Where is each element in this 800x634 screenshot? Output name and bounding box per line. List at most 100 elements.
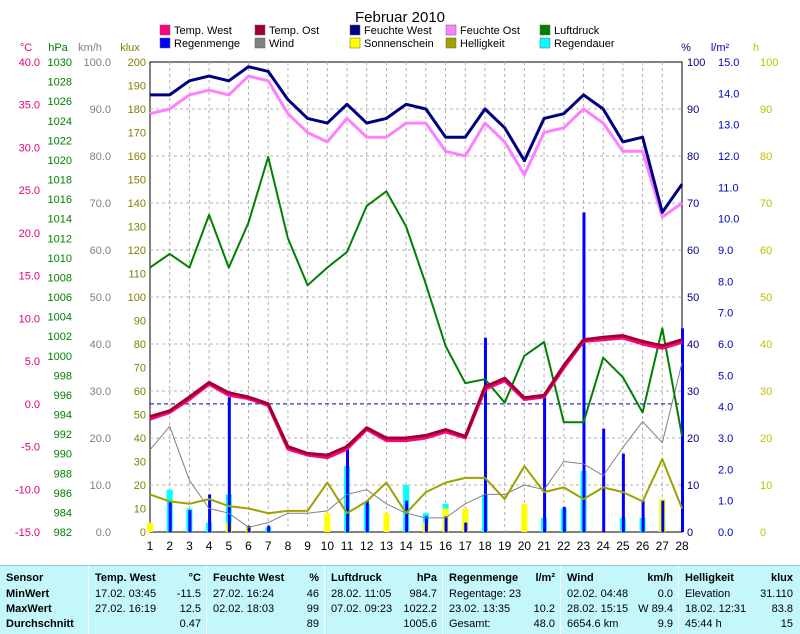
legend-swatch bbox=[349, 37, 361, 49]
y-tick-label-klux: 50 bbox=[134, 410, 146, 422]
stats-press-avg-value: 1005.6 bbox=[403, 618, 437, 630]
x-tick-label: 16 bbox=[439, 539, 453, 553]
y-tick-label-hpa: 1022 bbox=[48, 135, 72, 147]
y-tick-label-temp_c: 35.0 bbox=[19, 100, 40, 112]
y-tick-label-klux: 180 bbox=[128, 104, 146, 116]
y-tick-label-klux: 80 bbox=[134, 339, 146, 351]
stats-wind-avg-value: 9.9 bbox=[657, 618, 673, 630]
y-tick-label-hpa: 1008 bbox=[48, 272, 72, 284]
axis-label-kmh: km/h bbox=[78, 42, 102, 54]
y-tick-label-kmh: 90.0 bbox=[90, 104, 111, 116]
sonnenschein-bar bbox=[462, 508, 469, 532]
y-tick-label-kmh: 60.0 bbox=[90, 245, 111, 257]
y-tick-label-klux: 90 bbox=[134, 316, 146, 328]
y-tick-label-hpa: 1010 bbox=[48, 253, 72, 265]
regenmenge-bar bbox=[227, 397, 231, 532]
series-line-temp-west bbox=[149, 336, 683, 460]
stats-label-max: MaxWert bbox=[6, 603, 52, 615]
legend-label: Feuchte West bbox=[364, 25, 432, 37]
y-tick-label-klux: 170 bbox=[128, 128, 146, 140]
legend-label: Helligkeit bbox=[460, 38, 505, 50]
x-tick-label: 10 bbox=[321, 539, 335, 553]
y-tick-label-kmh: 100.0 bbox=[83, 57, 111, 69]
stats-light-title: Helligkeit bbox=[685, 572, 734, 584]
plot-area bbox=[149, 61, 683, 533]
y-tick-label-hpa: 1000 bbox=[48, 351, 72, 363]
x-tick-label: 20 bbox=[518, 539, 532, 553]
stats-press-unit: hPa bbox=[416, 572, 437, 584]
y-tick-label-hpa: 1006 bbox=[48, 292, 72, 304]
stats-label-avg: Durchschnitt bbox=[6, 618, 74, 630]
y-tick-label-pct: 90 bbox=[687, 104, 699, 116]
y-tick-label-pct: 50 bbox=[687, 292, 699, 304]
y-tick-label-pct: 100 bbox=[687, 57, 705, 69]
sonnenschein-bar bbox=[324, 513, 331, 532]
stats-hum-avg-value: 89 bbox=[306, 618, 319, 630]
stats-temp-avg-value: 0.47 bbox=[179, 618, 201, 630]
y-tick-label-klux: 30 bbox=[134, 457, 146, 469]
y-tick-label-pct: 40 bbox=[687, 339, 699, 351]
y-tick-label-klux: 200 bbox=[128, 57, 146, 69]
axis-labels: °C hPa km/h klux% l/m² h bbox=[20, 42, 759, 54]
y-tick-label-temp_c: 40.0 bbox=[19, 57, 40, 69]
regenmenge-bar bbox=[543, 397, 547, 532]
stats-rain-title: Regenmenge bbox=[449, 572, 519, 584]
y-tick-label-lm2: 10.0 bbox=[718, 214, 739, 226]
y-tick-label-pct: 60 bbox=[687, 245, 699, 257]
y-tick-label-pct: 0 bbox=[687, 527, 693, 539]
y-tick-label-temp_c: -5.0 bbox=[21, 442, 40, 454]
stats-rain-max-time: 23.02. 13:35 bbox=[449, 603, 511, 615]
y-tick-label-pct: 20 bbox=[687, 433, 699, 445]
x-tick-label: 9 bbox=[304, 539, 311, 553]
chart-title: Februar 2010 bbox=[355, 9, 445, 26]
y-tick-label-hpa: 1028 bbox=[48, 77, 72, 89]
y-tick-label-temp_c: 20.0 bbox=[19, 228, 40, 240]
y-tick-label-hpa: 990 bbox=[54, 449, 72, 461]
stats-rain-unit: l/m² bbox=[535, 572, 555, 584]
regenmenge-bar bbox=[681, 328, 684, 532]
y-tick-label-klux: 70 bbox=[134, 363, 146, 375]
regenmenge-bar bbox=[602, 428, 606, 532]
y-tick-label-kmh: 10.0 bbox=[90, 480, 111, 492]
y-tick-label-kmh: 50.0 bbox=[90, 292, 111, 304]
legend-swatch bbox=[254, 24, 266, 36]
y-tick-label-hpa: 986 bbox=[54, 488, 72, 500]
stats-temp-min-time: 17.02. 03:45 bbox=[95, 588, 157, 600]
y-tick-label-h: 40 bbox=[760, 339, 772, 351]
stats-temp-unit: °C bbox=[188, 572, 201, 584]
stats-wind-max-value: W 89.4 bbox=[638, 603, 673, 615]
stats-light-max-time: 18.02. 12:31 bbox=[685, 603, 747, 615]
regenmenge-bar bbox=[483, 337, 487, 532]
stats-temp-min-value: -11.5 bbox=[176, 588, 201, 600]
stats-wind-max-time: 28.02. 15:15 bbox=[567, 603, 629, 615]
stats-wind-min-value: 0.0 bbox=[657, 588, 673, 600]
stats-light-duration: 45:44 h bbox=[685, 618, 722, 630]
regenmenge-bar bbox=[661, 500, 665, 532]
y-tick-label-h: 60 bbox=[760, 245, 772, 257]
regenmenge-bar bbox=[267, 525, 271, 532]
y-tick-label-temp_c: 5.0 bbox=[25, 356, 40, 368]
legend-swatch bbox=[445, 24, 457, 36]
regenmenge-bar bbox=[562, 506, 566, 532]
stats-hum-min-time: 27.02. 16:24 bbox=[213, 588, 275, 600]
y-tick-label-klux: 120 bbox=[128, 245, 146, 257]
y-tick-label-kmh: 80.0 bbox=[90, 151, 111, 163]
y-tick-label-h: 50 bbox=[760, 292, 772, 304]
regenmenge-bar bbox=[208, 494, 212, 532]
y-tick-label-lm2: 12.0 bbox=[718, 151, 739, 163]
x-tick-label: 5 bbox=[225, 539, 232, 553]
x-tick-label: 8 bbox=[285, 539, 292, 553]
regenmenge-bar bbox=[365, 500, 369, 532]
x-tick-label: 15 bbox=[419, 539, 433, 553]
stats-labels-column: Sensor MinWert MaxWert Durchschnitt bbox=[0, 566, 88, 634]
y-tick-label-temp_c: 25.0 bbox=[19, 185, 40, 197]
y-tick-label-klux: 20 bbox=[134, 480, 146, 492]
y-tick-label-lm2: 1.0 bbox=[718, 496, 733, 508]
stats-press-max-value: 1022.2 bbox=[403, 603, 437, 615]
x-tick-label: 3 bbox=[186, 539, 193, 553]
stats-pressure-column: Luftdruck hPa 28.02. 11:05 984.7 07.02. … bbox=[324, 566, 443, 634]
y-tick-label-pct: 70 bbox=[687, 198, 699, 210]
y-tick-label-hpa: 1026 bbox=[48, 96, 72, 108]
y-tick-label-hpa: 984 bbox=[54, 507, 72, 519]
y-tick-label-lm2: 11.0 bbox=[718, 182, 739, 194]
